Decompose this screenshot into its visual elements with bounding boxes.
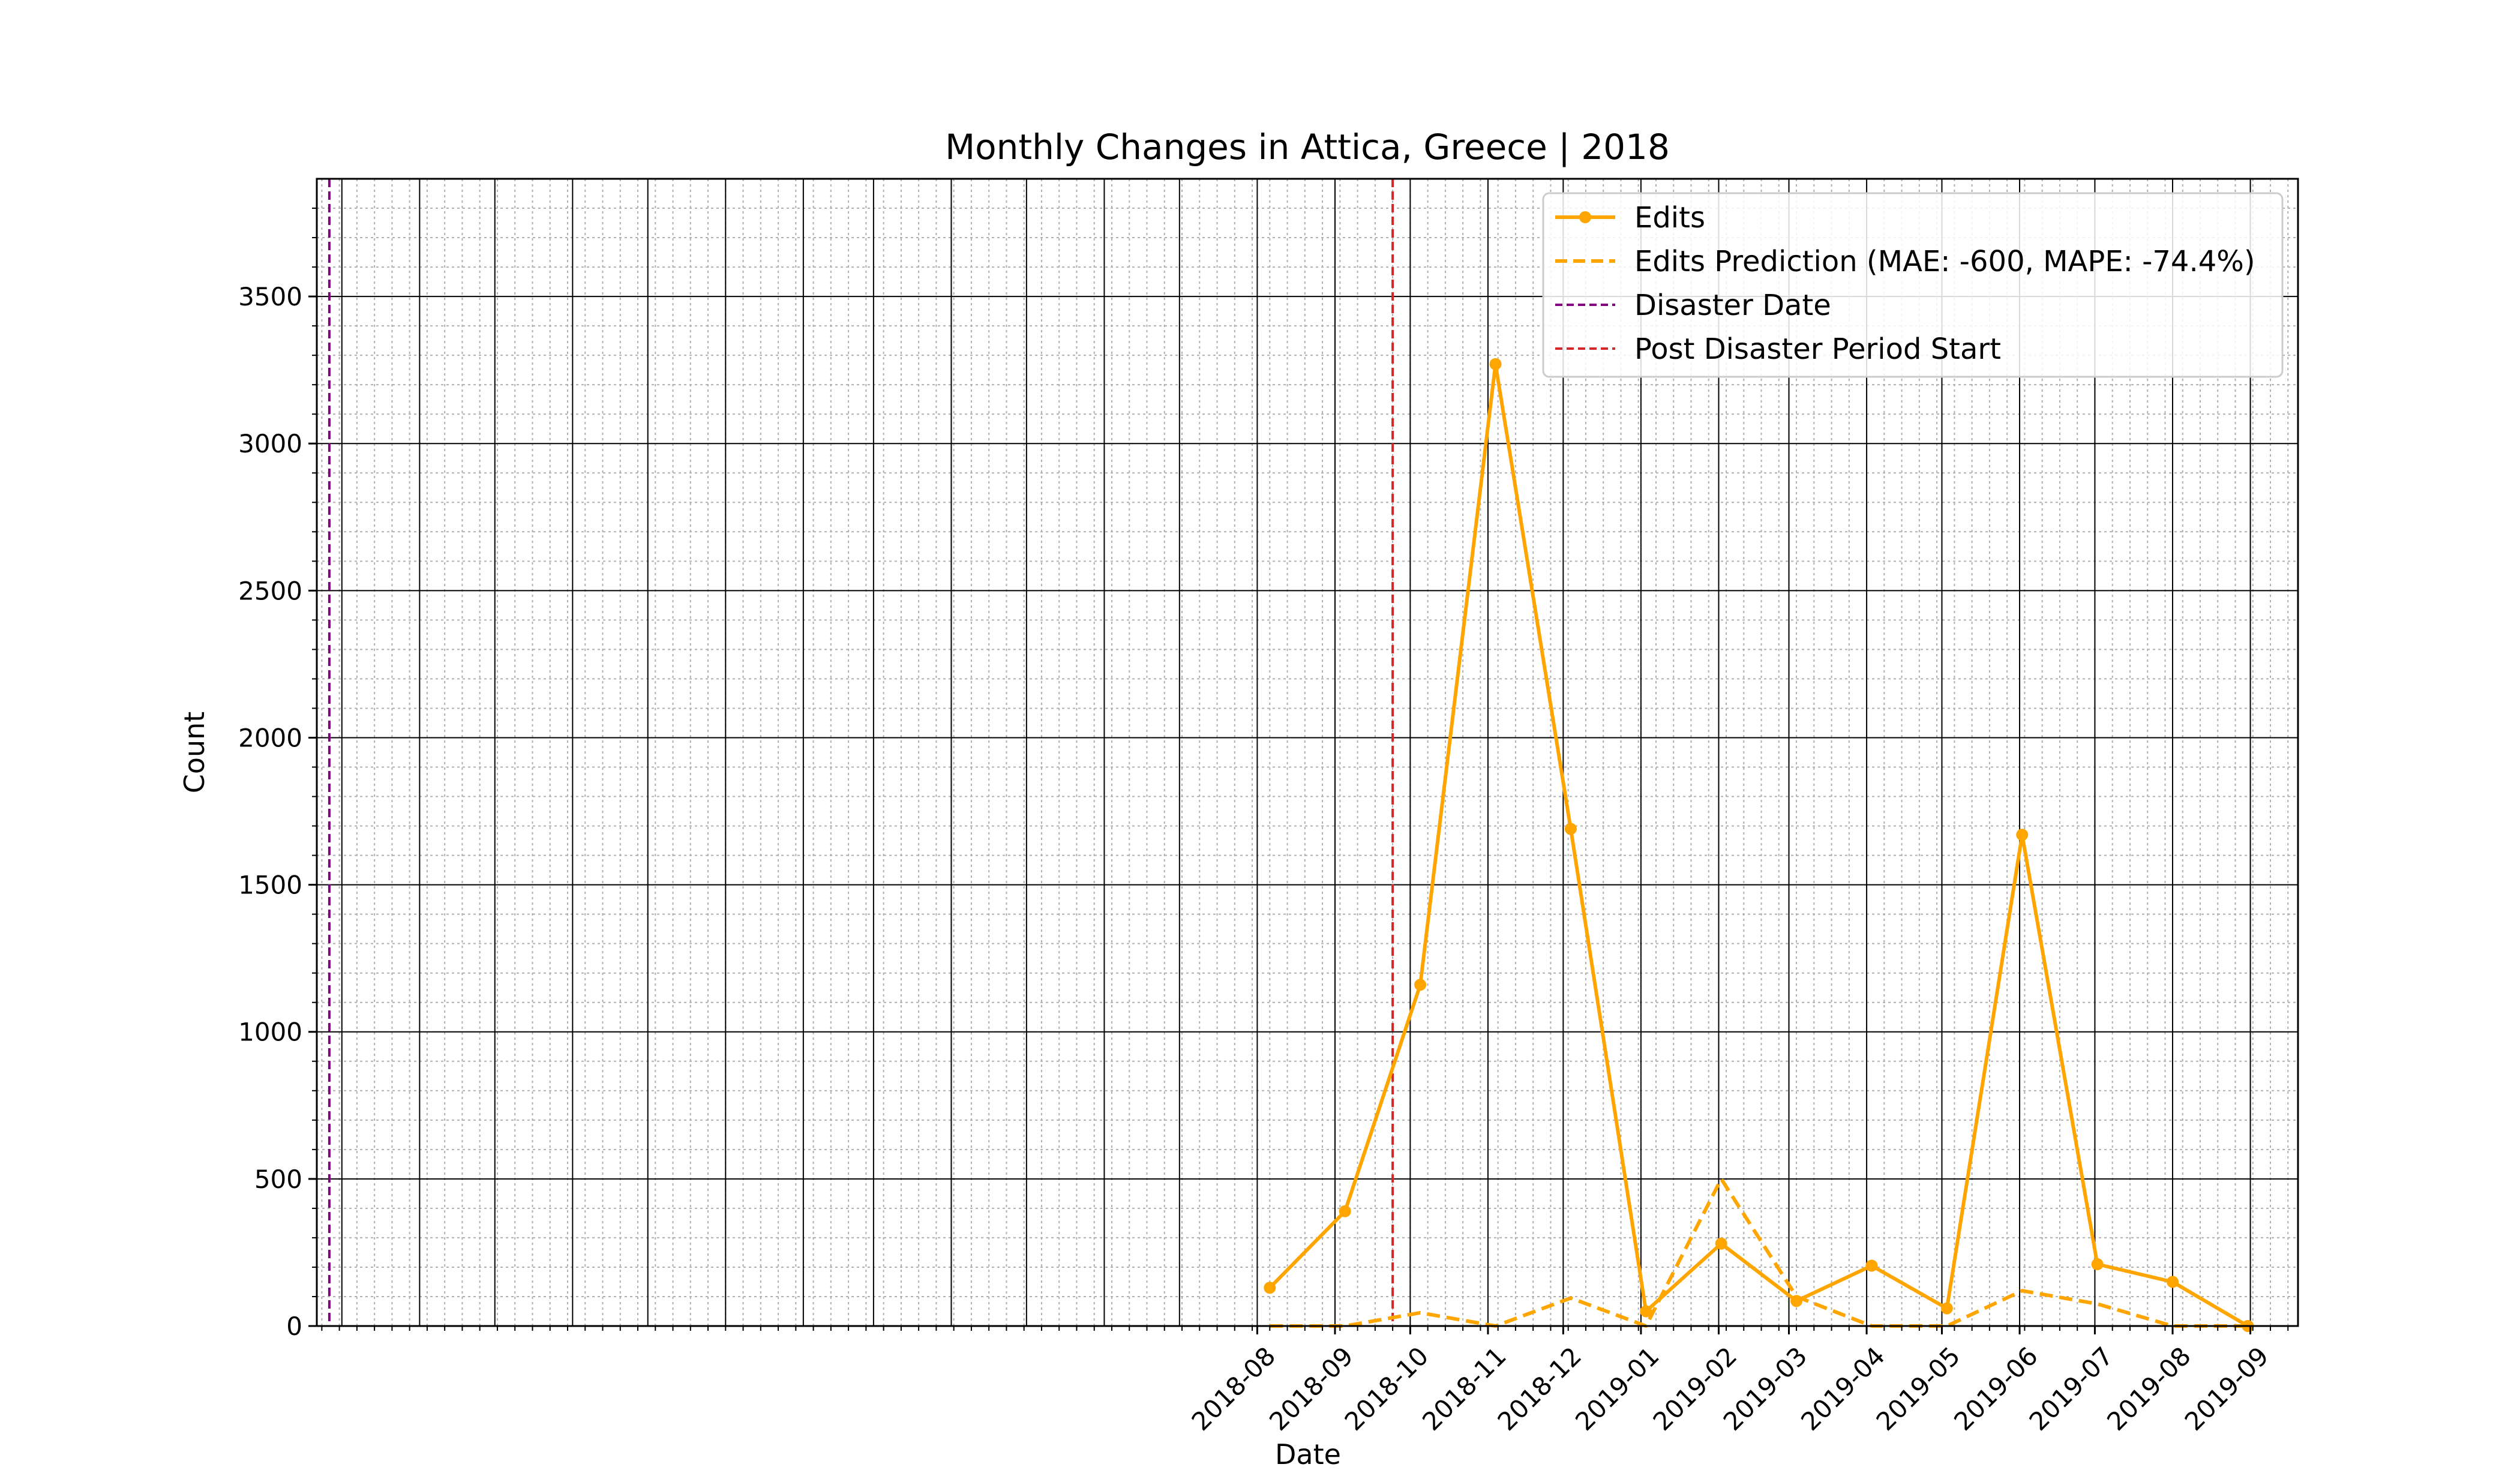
edits-point: [1414, 979, 1427, 991]
edits-line: [1268, 362, 2250, 1328]
edits-point: [1489, 358, 1502, 370]
chart-title: Monthly Changes in Attica, Greece | 2018: [945, 127, 1670, 167]
legend: Edits Edits Prediction (MAE: -600, MAPE: …: [1542, 192, 2284, 378]
y-tick-label: 0: [286, 1312, 302, 1341]
major-grid: [317, 179, 2298, 1326]
edits-point: [1264, 1282, 1276, 1294]
edits-point: [1865, 1259, 1878, 1272]
y-tick-label: 1000: [238, 1018, 302, 1047]
legend-box: [1542, 192, 2284, 378]
edits-prediction-line: [1270, 1177, 2248, 1328]
y-tick-label: 2500: [238, 576, 302, 605]
edits-point: [1564, 823, 1577, 835]
edits-point: [2091, 1258, 2104, 1271]
edits-point: [1940, 1302, 1953, 1315]
reference-lines: [328, 179, 1394, 1326]
series-group: [1264, 358, 2254, 1332]
legend-label: Edits Prediction (MAE: -600, MAPE: -74.4…: [1634, 245, 2255, 278]
legend-label: Edits: [1634, 201, 1705, 235]
plot-frame: [316, 178, 2299, 1327]
edits-point: [1339, 1205, 1351, 1217]
legend-label: Post Disaster Period Start: [1634, 332, 2001, 366]
x-axis-label: Date: [1275, 1438, 1341, 1470]
y-tick-label: 500: [254, 1165, 302, 1194]
y-axis-label: Count: [178, 712, 211, 794]
legend-marker: [1579, 211, 1591, 223]
y-tick-label: 2000: [238, 723, 302, 752]
edits-point: [1640, 1305, 1652, 1318]
edits-point: [2167, 1276, 2179, 1288]
edits-point: [2016, 829, 2029, 841]
y-tick-label: 3500: [238, 282, 302, 311]
legend-label: Disaster Date: [1634, 289, 1831, 322]
edits-point: [1715, 1237, 1727, 1250]
y-tick-label: 1500: [238, 871, 302, 900]
y-tick-label: 3000: [238, 429, 302, 458]
